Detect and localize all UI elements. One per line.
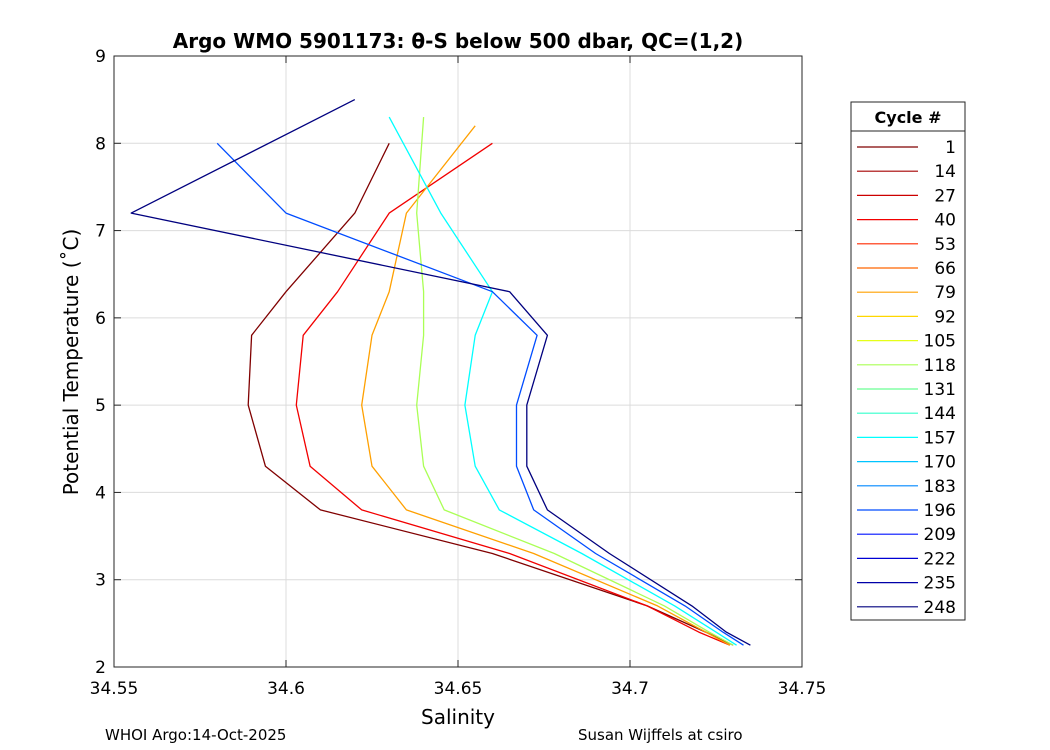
x-tick-label: 34.55	[90, 679, 139, 699]
y-tick-label: 8	[95, 134, 106, 154]
legend-entry-label: 40	[934, 211, 956, 231]
legend-entry-label: 209	[924, 525, 956, 545]
legend-entry-label: 79	[934, 283, 956, 303]
legend-entry-label: 183	[924, 477, 956, 497]
y-tick-label: 2	[95, 658, 106, 678]
legend-entry-label: 27	[934, 186, 956, 206]
x-axis-label: Salinity	[421, 705, 495, 729]
series-line-cycle-196	[216, 142, 744, 646]
legend-entry-label: 235	[924, 574, 956, 594]
legend-entry-label: 170	[924, 453, 956, 473]
series-line-cycle-118	[416, 117, 734, 646]
series-line-cycle-1	[247, 143, 734, 646]
legend-entry-label: 196	[924, 501, 956, 521]
y-tick-label: 3	[95, 571, 106, 591]
legend-entry-label: 14	[934, 162, 956, 182]
x-tick-label: 34.75	[778, 679, 827, 699]
y-tick-label: 4	[95, 483, 106, 503]
chart-title: Argo WMO 5901173: θ-S below 500 dbar, QC…	[173, 29, 743, 53]
grid	[113, 55, 803, 668]
legend-entries: 1 14 27 40 53 66 79 92 105 118 131 144 157 170 183 196 2…	[857, 138, 956, 618]
y-tick-label: 6	[95, 309, 106, 329]
y-axis-label: Potential Temperature (˚C)	[59, 229, 83, 496]
legend-entry-label: 1	[945, 138, 956, 158]
y-tick-label: 9	[95, 47, 106, 67]
y-tick-label: 5	[95, 396, 106, 416]
series-line-cycle-79	[361, 125, 731, 646]
legend-entry-label: 105	[924, 332, 956, 352]
legend-entry-label: 248	[924, 598, 956, 618]
x-tick-label: 34.6	[267, 679, 305, 699]
footer-credit: Susan Wijffels at csiro	[578, 726, 743, 744]
x-tick-label: 34.65	[434, 679, 483, 699]
series-group	[130, 99, 751, 646]
legend-entry-label: 222	[924, 549, 956, 569]
legend-entry-label: 92	[934, 307, 956, 327]
axis-ticks: 34.55 34.6 34.65 34.7 34.75 2 3 4 5 6 7 8 9	[90, 47, 827, 699]
legend-title: Cycle #	[875, 108, 942, 127]
series-line-cycle-157	[388, 116, 737, 646]
legend: Cycle # 1 14 27 40 53 66 79 92 105 118 131 144 157 17…	[850, 101, 966, 621]
legend-entry-label: 66	[934, 259, 956, 279]
legend-entry-label: 144	[924, 404, 956, 424]
series-line-cycle-40	[295, 142, 731, 646]
series-line-cycle-248	[130, 99, 751, 646]
y-tick-label: 7	[95, 222, 106, 242]
legend-entry-label: 53	[934, 235, 956, 255]
legend-entry-label: 131	[924, 380, 956, 400]
x-tick-label: 34.7	[611, 679, 649, 699]
legend-entry-label: 118	[924, 356, 956, 376]
legend-entry-label: 157	[924, 428, 956, 448]
footer-date: WHOI Argo:14-Oct-2025	[105, 726, 286, 744]
